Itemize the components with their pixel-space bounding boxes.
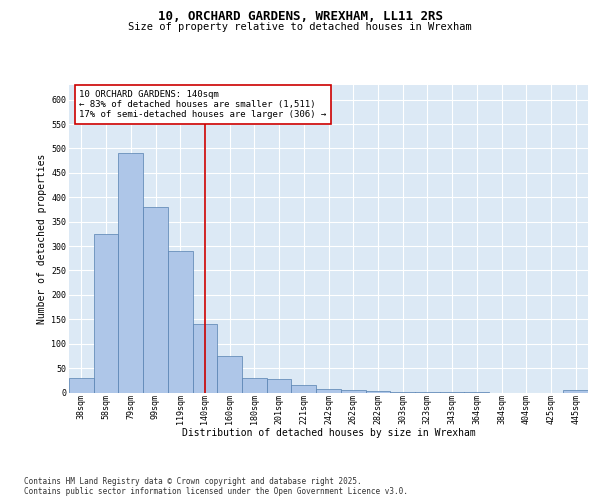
Y-axis label: Number of detached properties: Number of detached properties — [37, 154, 47, 324]
Bar — [118, 154, 143, 392]
Bar — [316, 389, 341, 392]
Bar — [143, 207, 168, 392]
Bar — [94, 234, 118, 392]
Bar — [168, 251, 193, 392]
Text: 10 ORCHARD GARDENS: 140sqm
← 83% of detached houses are smaller (1,511)
17% of s: 10 ORCHARD GARDENS: 140sqm ← 83% of deta… — [79, 90, 326, 120]
Bar — [69, 378, 94, 392]
Bar — [563, 390, 588, 392]
Bar — [292, 385, 316, 392]
Bar — [217, 356, 242, 393]
Bar — [267, 380, 292, 392]
Text: 10, ORCHARD GARDENS, WREXHAM, LL11 2RS: 10, ORCHARD GARDENS, WREXHAM, LL11 2RS — [157, 10, 443, 23]
Bar — [365, 390, 390, 392]
X-axis label: Distribution of detached houses by size in Wrexham: Distribution of detached houses by size … — [182, 428, 475, 438]
Bar — [242, 378, 267, 392]
Text: Contains HM Land Registry data © Crown copyright and database right 2025.
Contai: Contains HM Land Registry data © Crown c… — [24, 476, 408, 496]
Bar — [193, 324, 217, 392]
Text: Size of property relative to detached houses in Wrexham: Size of property relative to detached ho… — [128, 22, 472, 32]
Bar — [341, 390, 365, 392]
